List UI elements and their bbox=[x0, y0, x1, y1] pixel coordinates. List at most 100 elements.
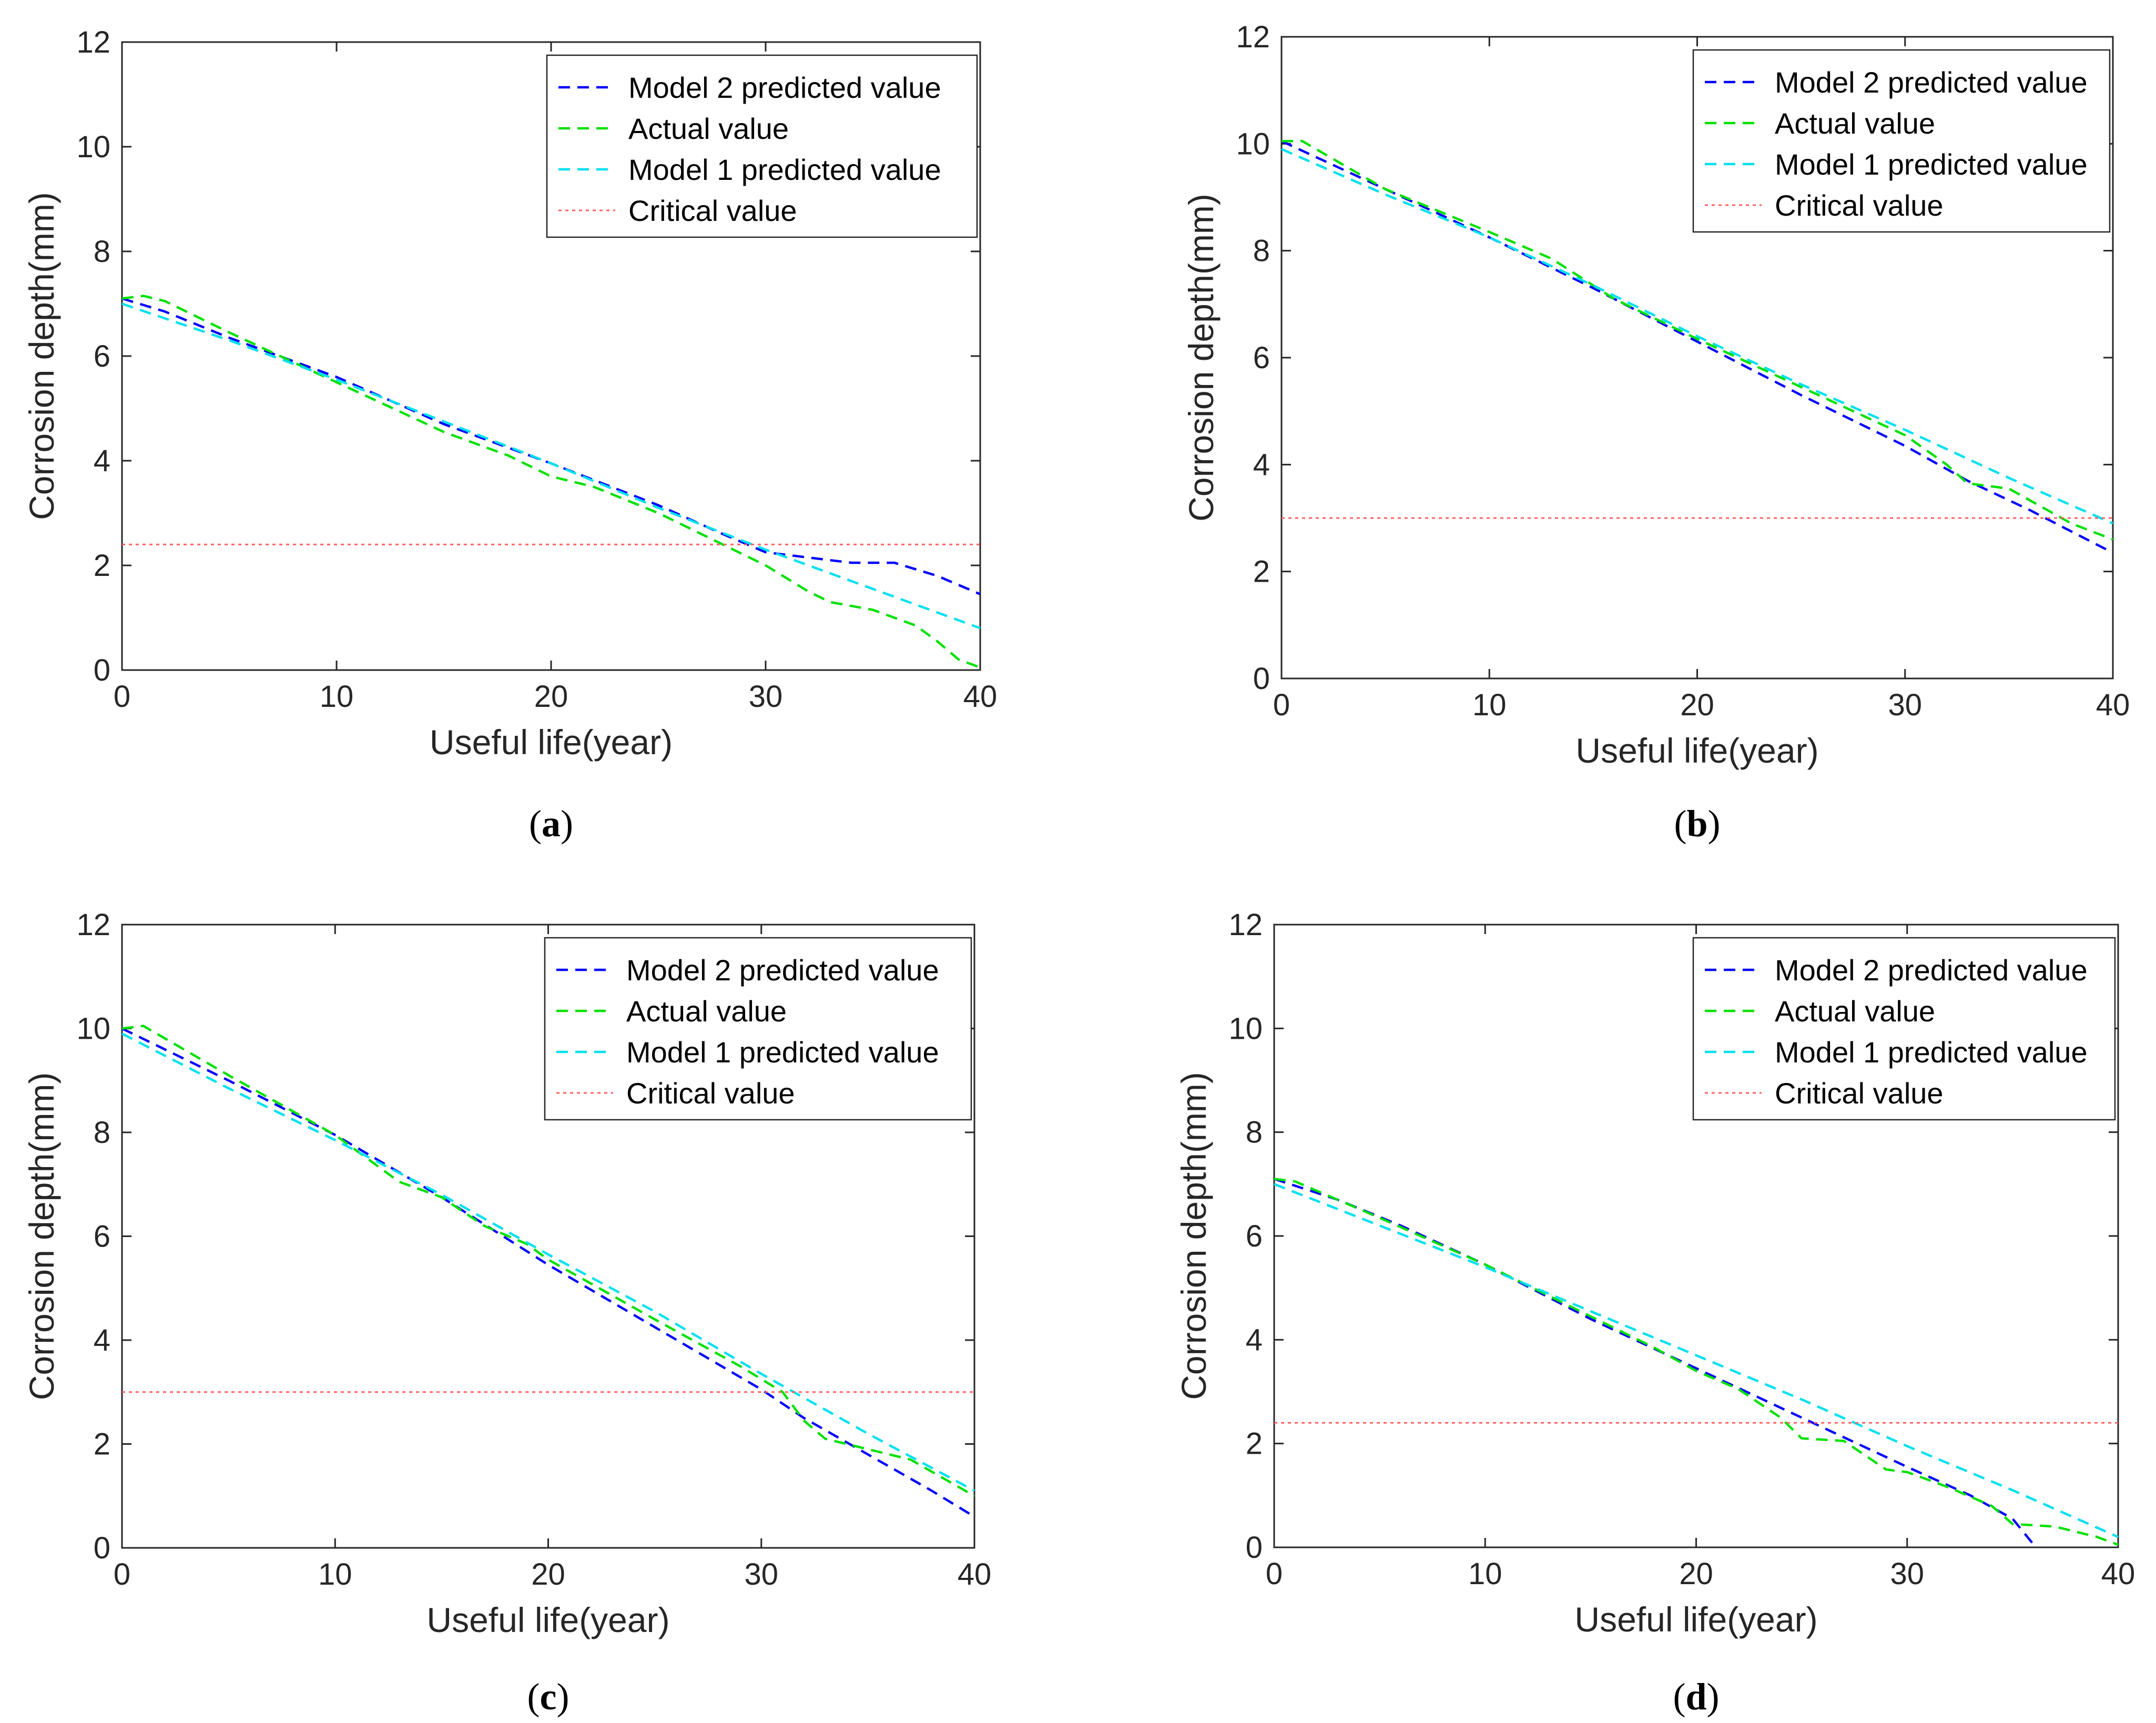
x-tick-label: 40 bbox=[963, 680, 998, 714]
legend: Model 2 predicted value Actual value Model… bbox=[1692, 937, 2116, 1121]
y-tick-label: 2 bbox=[1246, 1427, 1263, 1461]
x-tick-label: 0 bbox=[114, 680, 130, 714]
legend: Model 2 predicted value Actual value Model… bbox=[544, 937, 972, 1121]
panel-caption-letter: a bbox=[542, 803, 561, 845]
y-tick-label: 6 bbox=[1253, 341, 1270, 375]
chart-panel-a: 0 10 20 30 40 0 2 4 6 8 10 12 Useful life(year) Corro… bbox=[22, 25, 997, 845]
x-tick-label: 40 bbox=[2096, 688, 2130, 722]
y-axis-title: Corrosion depth(mm) bbox=[1174, 1072, 1213, 1400]
legend-entry-label: Model 2 predicted value bbox=[628, 71, 941, 104]
legend-entry-label: Critical value bbox=[628, 194, 797, 227]
legend-box bbox=[544, 937, 972, 1121]
legend-entry-label: Model 2 predicted value bbox=[1775, 954, 2088, 987]
series-line-model-1-predicted-value bbox=[1281, 148, 2113, 525]
legend-entry-label: Actual value bbox=[1775, 107, 1935, 140]
legend-entry-label: Critical value bbox=[626, 1077, 795, 1110]
legend-entry-label: Actual value bbox=[1775, 995, 1935, 1028]
x-tick-label: 40 bbox=[2101, 1557, 2135, 1591]
x-tick-label: 30 bbox=[744, 1557, 778, 1592]
legend-box bbox=[1692, 937, 2116, 1121]
y-tick-label: 2 bbox=[94, 1427, 110, 1462]
x-axis-title: Useful life(year) bbox=[1574, 1600, 1817, 1639]
x-tick-label: 20 bbox=[531, 1557, 565, 1592]
legend-entry-label: Actual value bbox=[626, 995, 787, 1028]
panel-caption: (a) bbox=[529, 803, 573, 845]
x-tick-label: 10 bbox=[318, 1557, 352, 1592]
y-tick-label: 0 bbox=[94, 653, 110, 687]
series-line-actual-value bbox=[1282, 140, 2113, 541]
y-tick-label: 10 bbox=[76, 1012, 110, 1046]
panel-caption-letter: d bbox=[1685, 1676, 1706, 1718]
y-tick-label: 10 bbox=[1228, 1011, 1263, 1046]
x-tick-label: 10 bbox=[320, 680, 354, 714]
y-tick-label: 8 bbox=[1253, 234, 1270, 268]
y-tick-label: 8 bbox=[1246, 1116, 1263, 1150]
x-tick-label: 30 bbox=[1890, 1557, 1924, 1591]
x-tick-label: 30 bbox=[749, 680, 783, 714]
legend-entry-label: Model 1 predicted value bbox=[1775, 148, 2088, 181]
series-line-model-1-predicted-value bbox=[121, 302, 981, 630]
series-line-actual-value bbox=[1274, 1178, 2119, 1546]
legend-box bbox=[1692, 49, 2111, 233]
x-tick-label: 0 bbox=[1273, 688, 1290, 722]
x-tick-label: 20 bbox=[534, 680, 568, 714]
legend-entry-label: Model 2 predicted value bbox=[626, 954, 939, 987]
legend-entry-label: Model 1 predicted value bbox=[628, 153, 941, 186]
y-tick-label: 6 bbox=[1246, 1219, 1263, 1253]
y-tick-label: 4 bbox=[1246, 1323, 1263, 1357]
x-tick-label: 20 bbox=[1679, 1557, 1713, 1591]
legend-entry-label: Model 1 predicted value bbox=[626, 1036, 939, 1069]
x-tick-label: 40 bbox=[958, 1557, 992, 1592]
x-tick-label: 0 bbox=[1266, 1557, 1283, 1591]
y-tick-label: 10 bbox=[1236, 127, 1270, 161]
legend-entry-label: Model 1 predicted value bbox=[1775, 1036, 2088, 1069]
y-tick-label: 12 bbox=[76, 908, 110, 942]
legend-box bbox=[546, 54, 978, 238]
legend: Model 2 predicted value Actual value Model… bbox=[1692, 49, 2111, 233]
y-tick-label: 2 bbox=[1253, 555, 1270, 589]
panel-caption: (d) bbox=[1673, 1676, 1719, 1718]
x-axis-title: Useful life(year) bbox=[1575, 731, 1818, 770]
x-axis-title: Useful life(year) bbox=[430, 723, 673, 762]
y-tick-label: 4 bbox=[1253, 448, 1270, 482]
y-tick-label: 4 bbox=[94, 1323, 110, 1357]
chart-panel-c: 0 10 20 30 40 0 2 4 6 8 10 12 Useful life(year) Corro… bbox=[22, 908, 991, 1718]
legend-entry-label: Critical value bbox=[1775, 189, 1944, 222]
chart-panel-b: 0 10 20 30 40 0 2 4 6 8 10 12 Useful life(year) Corro… bbox=[1182, 20, 2130, 845]
y-tick-label: 8 bbox=[94, 235, 110, 269]
series-line-model-2-predicted-value bbox=[121, 1027, 975, 1518]
panel-caption: (b) bbox=[1674, 803, 1720, 845]
y-tick-label: 10 bbox=[76, 130, 110, 164]
y-tick-label: 0 bbox=[1246, 1531, 1263, 1565]
y-axis-title: Corrosion depth(mm) bbox=[22, 192, 61, 520]
legend-entry-label: Actual value bbox=[628, 112, 789, 145]
panel-caption-letter: c bbox=[540, 1676, 557, 1718]
y-axis-title: Corrosion depth(mm) bbox=[1182, 194, 1221, 522]
series-line-actual-value bbox=[121, 295, 981, 669]
y-tick-label: 12 bbox=[1236, 20, 1270, 54]
y-axis-title: Corrosion depth(mm) bbox=[22, 1072, 61, 1401]
legend: Model 2 predicted value Actual value Model… bbox=[546, 54, 978, 238]
y-tick-label: 8 bbox=[94, 1116, 110, 1150]
y-tick-label: 6 bbox=[94, 339, 110, 373]
y-tick-label: 0 bbox=[1253, 662, 1270, 696]
legend-entry-label: Model 2 predicted value bbox=[1775, 66, 2088, 99]
series-line-model-2-predicted-value bbox=[1274, 1178, 2035, 1546]
legend-entry-label: Critical value bbox=[1775, 1077, 1944, 1110]
series-line-model-2-predicted-value bbox=[1281, 140, 2114, 554]
x-tick-label: 10 bbox=[1468, 1557, 1502, 1591]
y-tick-label: 12 bbox=[76, 25, 110, 59]
panel-caption: (c) bbox=[527, 1676, 569, 1718]
y-tick-label: 6 bbox=[94, 1220, 110, 1254]
x-tick-label: 20 bbox=[1680, 688, 1714, 722]
series-line-actual-value bbox=[121, 1025, 975, 1497]
y-tick-label: 2 bbox=[94, 549, 110, 583]
series-line-model-1-predicted-value bbox=[121, 1032, 975, 1492]
x-tick-label: 10 bbox=[1472, 688, 1507, 722]
x-axis-title: Useful life(year) bbox=[426, 1600, 669, 1639]
x-tick-label: 0 bbox=[114, 1557, 130, 1592]
y-tick-label: 12 bbox=[1228, 908, 1263, 942]
y-tick-label: 0 bbox=[94, 1531, 110, 1565]
series-line-model-1-predicted-value bbox=[1274, 1183, 2119, 1538]
x-tick-label: 30 bbox=[1888, 688, 1922, 722]
